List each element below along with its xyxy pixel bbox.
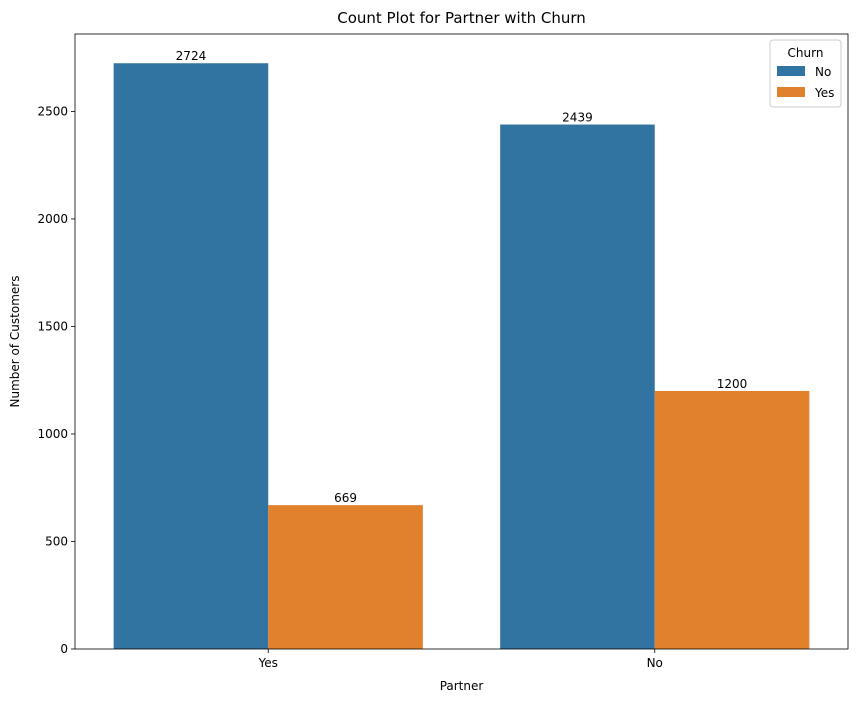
y-axis-label: Number of Customers: [8, 276, 22, 408]
legend-title: Churn: [788, 46, 824, 60]
bar-labels-group: 2724 2439 669 1200: [176, 49, 748, 505]
bar-value-label: 1200: [717, 377, 748, 391]
x-axis: Yes No: [258, 649, 663, 670]
chart-title: Count Plot for Partner with Churn: [337, 9, 586, 27]
bar-partner-no-churn-yes: [654, 390, 810, 649]
legend-label-yes: Yes: [814, 86, 834, 100]
y-axis: 0 500 1000 1500 2000 2500: [37, 104, 75, 656]
bar-value-label: 2439: [562, 111, 593, 125]
bar-value-label: 669: [334, 491, 357, 505]
x-axis-label: Partner: [440, 679, 484, 693]
legend: Churn No Yes: [769, 39, 842, 108]
x-tick-label: Yes: [258, 656, 278, 670]
y-tick-label: 0: [60, 642, 68, 656]
bar-partner-yes-churn-no: [113, 63, 269, 650]
bars-group: [113, 63, 810, 650]
legend-swatch-no: [777, 66, 805, 76]
legend-swatch-yes: [777, 87, 805, 97]
x-tick-label: No: [647, 656, 663, 670]
legend-label-no: No: [815, 65, 831, 79]
plot-frame: [74, 33, 849, 650]
y-tick-label: 2000: [37, 212, 68, 226]
y-tick-label: 1500: [37, 319, 68, 333]
y-tick-label: 500: [45, 534, 68, 548]
y-tick-label: 2500: [37, 104, 68, 118]
bar-partner-no-churn-no: [500, 124, 655, 649]
bar-partner-yes-churn-yes: [268, 505, 423, 649]
y-tick-label: 1000: [37, 427, 68, 441]
bar-value-label: 2724: [176, 49, 207, 63]
